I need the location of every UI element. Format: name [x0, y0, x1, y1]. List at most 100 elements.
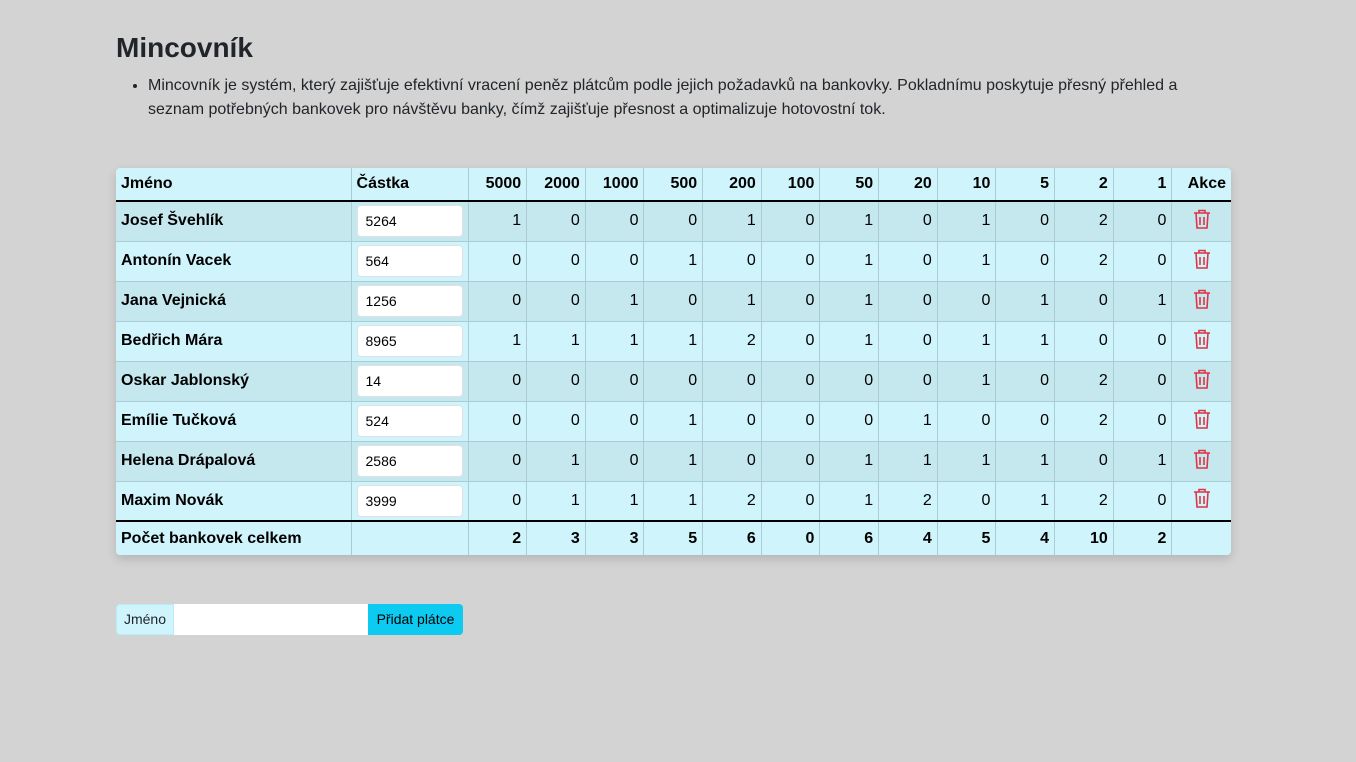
note-count: 0 — [760, 401, 820, 441]
note-count: 1 — [584, 481, 644, 521]
page-title: Mincovník — [116, 32, 253, 63]
total-label: Počet bankovek celkem — [121, 529, 302, 547]
note-count: 0 — [936, 481, 996, 521]
amount-input[interactable]: 524 — [356, 405, 463, 437]
note-count: 1 — [643, 401, 703, 441]
column-header: 1 — [1112, 168, 1172, 201]
payer-row: Antonín Vacek 564 0 0 0 1 0 0 1 0 1 0 2 0 — [116, 241, 1231, 281]
amount-input[interactable]: 1256 — [356, 285, 463, 317]
action-cell — [1171, 241, 1231, 281]
note-count: 1 — [936, 201, 996, 241]
note-count: 0 — [1054, 281, 1114, 321]
action-cell — [1171, 201, 1231, 241]
note-count: 0 — [526, 201, 586, 241]
note-count: 0 — [1112, 201, 1172, 241]
amount-input[interactable]: 8965 — [356, 325, 463, 357]
amount-cell: 8965 — [350, 321, 469, 361]
note-count: 2 — [878, 481, 938, 521]
amount-input[interactable]: 564 — [356, 245, 463, 277]
total-count: 2 — [467, 521, 527, 555]
note-count: 0 — [1112, 481, 1172, 521]
name-input[interactable] — [174, 604, 368, 635]
amount-input[interactable]: 2586 — [356, 445, 463, 477]
delete-button[interactable] — [1192, 488, 1212, 513]
delete-button[interactable] — [1192, 289, 1212, 314]
total-count: 4 — [995, 521, 1055, 555]
note-count: 0 — [702, 441, 762, 481]
note-count: 0 — [584, 361, 644, 401]
delete-button[interactable] — [1192, 409, 1212, 434]
column-header: 5000 — [467, 168, 527, 201]
column-header: Částka — [350, 168, 469, 201]
payer-name: Jana Vejnická — [121, 292, 226, 309]
input-label: Jméno — [116, 604, 174, 635]
total-count: 6 — [702, 521, 762, 555]
trash-icon — [1193, 209, 1210, 229]
note-count: 0 — [878, 241, 938, 281]
amount-input[interactable]: 5264 — [356, 205, 463, 238]
note-count: 2 — [1054, 481, 1114, 521]
note-count: 2 — [1054, 401, 1114, 441]
payer-name: Antonín Vacek — [121, 252, 232, 269]
column-header: 2 — [1054, 168, 1114, 201]
note-count: 1 — [643, 321, 703, 361]
note-count: 1 — [819, 201, 879, 241]
action-cell — [1171, 281, 1231, 321]
note-count: 0 — [760, 481, 820, 521]
trash-icon — [1193, 329, 1210, 349]
note-count: 1 — [819, 321, 879, 361]
action-cell — [1171, 401, 1231, 441]
note-count: 0 — [584, 441, 644, 481]
amount-cell: 5264 — [350, 201, 469, 241]
note-count: 2 — [702, 321, 762, 361]
note-count: 0 — [526, 241, 586, 281]
note-count: 1 — [819, 241, 879, 281]
trash-icon — [1193, 369, 1210, 389]
note-count: 1 — [584, 281, 644, 321]
amount-input[interactable]: 3999 — [356, 484, 463, 517]
note-count: 0 — [467, 361, 527, 401]
note-count: 2 — [1054, 361, 1114, 401]
note-count: 0 — [878, 321, 938, 361]
total-count: 2 — [1112, 521, 1172, 555]
payer-name: Josef Švehlík — [121, 212, 224, 230]
payer-row: Helena Drápalová 2586 0 1 0 1 0 0 1 1 1 1 0 1 — [116, 441, 1231, 481]
trash-icon — [1193, 409, 1210, 429]
trash-icon — [1193, 449, 1210, 469]
column-header: 500 — [643, 168, 703, 201]
note-count: 0 — [584, 201, 644, 241]
payer-name: Bedřich Mára — [121, 332, 223, 349]
delete-button[interactable] — [1192, 209, 1212, 234]
note-count: 0 — [995, 201, 1055, 241]
amount-input[interactable]: 14 — [356, 365, 463, 397]
total-count: 0 — [760, 521, 820, 555]
delete-button[interactable] — [1192, 329, 1212, 354]
add-form: Jméno Přidat plátce — [116, 604, 463, 635]
delete-button[interactable] — [1192, 249, 1212, 274]
note-count: 1 — [526, 441, 586, 481]
note-count: 1 — [878, 401, 938, 441]
column-header: 1000 — [584, 168, 644, 201]
note-count: 0 — [819, 361, 879, 401]
note-count: 0 — [760, 201, 820, 241]
note-count: 2 — [1054, 201, 1114, 241]
add-button[interactable]: Přidat plátce — [368, 604, 463, 635]
note-count: 0 — [1054, 321, 1114, 361]
total-count: 5 — [936, 521, 996, 555]
column-header: 50 — [819, 168, 879, 201]
column-header: Jméno — [121, 175, 173, 192]
note-count: 0 — [878, 201, 938, 241]
note-count: 0 — [995, 401, 1055, 441]
delete-button[interactable] — [1192, 449, 1212, 474]
amount-cell: 3999 — [350, 481, 469, 521]
note-count: 2 — [1054, 241, 1114, 281]
note-count: 0 — [526, 281, 586, 321]
note-count: 1 — [936, 321, 996, 361]
note-count: 1 — [467, 321, 527, 361]
payer-row: Jana Vejnická 1256 0 0 1 0 1 0 1 0 0 1 0 1 — [116, 281, 1231, 321]
note-count: 1 — [702, 201, 762, 241]
trash-icon — [1193, 488, 1210, 509]
note-count: 0 — [1054, 441, 1114, 481]
note-count: 1 — [819, 441, 879, 481]
delete-button[interactable] — [1192, 369, 1212, 394]
